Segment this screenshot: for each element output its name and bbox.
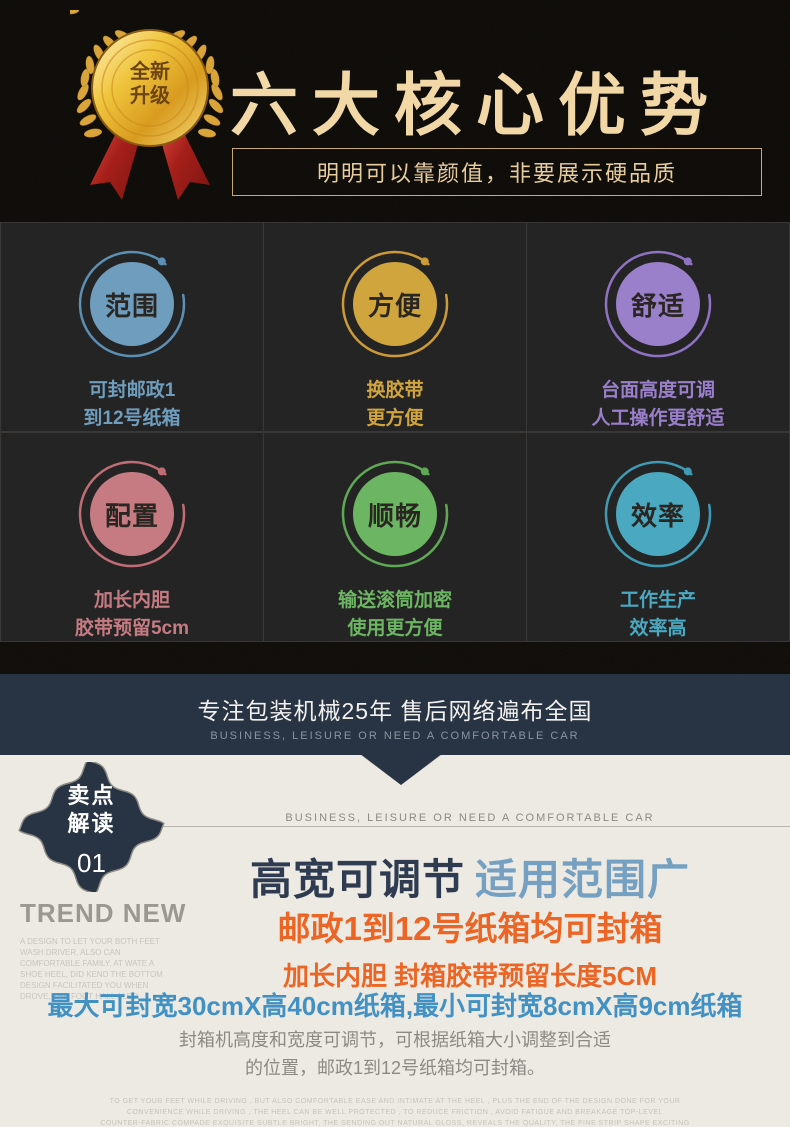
svg-text:全新: 全新 — [129, 59, 170, 83]
svg-text:升级: 升级 — [130, 83, 170, 107]
